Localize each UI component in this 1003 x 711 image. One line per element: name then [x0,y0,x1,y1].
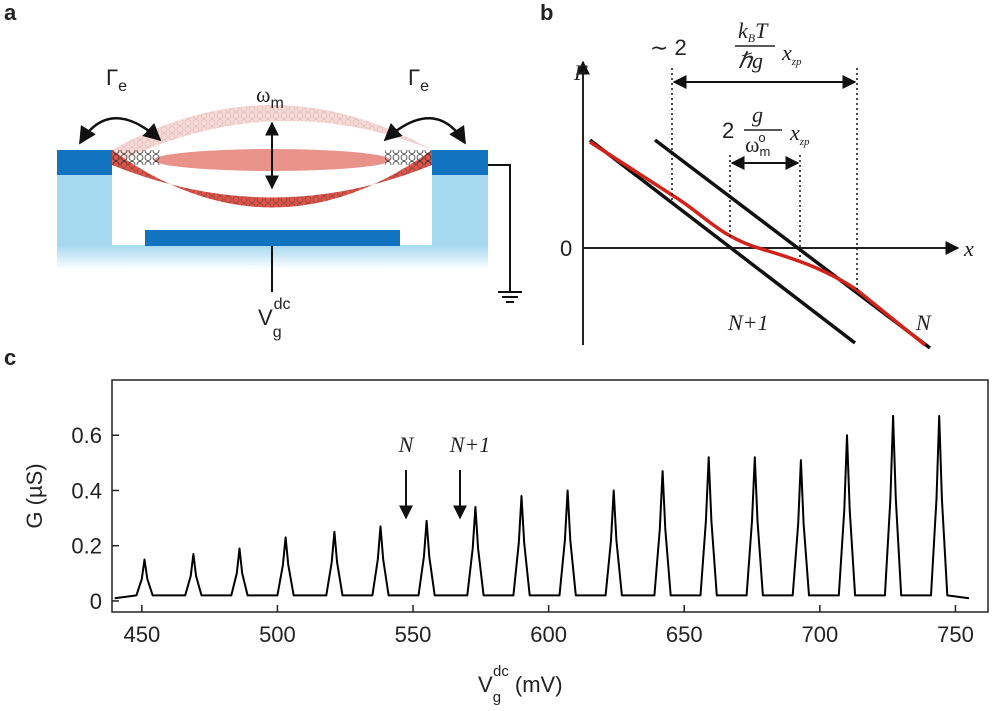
symbol: V [258,305,273,330]
symbol: Γ [106,65,118,90]
x: xzp [789,120,810,148]
superscript: o [758,130,765,145]
superscript: dc [274,296,291,313]
line-label: N [915,310,932,335]
y-tick-label: 0.6 [71,423,102,448]
panel-label: c [4,345,16,370]
prefix: ∼ 2 [650,35,687,60]
subscript: m [759,144,770,159]
gamma-label: Γe [408,65,429,95]
subscript: g [493,689,501,706]
zero-label: 0 [560,236,572,261]
gamma-label: Γe [106,65,127,95]
device-schematic [57,105,522,303]
force-diagram [576,60,960,350]
x: xzp [781,40,802,68]
x-tick-label: 500 [259,622,296,647]
subscript: g [273,324,282,341]
omega-label: ωm [256,82,284,112]
plot-frame [111,379,989,613]
denominator: ℏg [738,48,763,73]
prefix: 2 [722,118,734,143]
unit: (mV) [515,672,563,697]
panel-label: b [540,0,553,25]
y-tick-label: 0.4 [71,478,102,503]
x-tick-label: 650 [666,622,703,647]
subscript: e [420,78,429,95]
subscript: B [748,31,756,45]
x-tick-label: 450 [123,622,160,647]
subscript: zp [799,136,810,148]
x-tick-label: 700 [801,622,838,647]
x: x [789,120,800,145]
denominator: ωmo [745,130,770,159]
x-axis-label: x [963,236,974,261]
coupling-formula: 2 g ωmo xzp [722,102,810,159]
x-tick-label: 550 [395,622,432,647]
numerator: g [752,102,763,127]
numerator: kBT [738,18,769,45]
line-label: N+1 [727,310,769,335]
x-tick-label: 750 [937,622,974,647]
subscript: zp [791,56,802,68]
k: k [738,18,749,43]
superscript: dc [493,663,509,680]
symbol: V [478,672,493,697]
gate-label: Vg dc [258,296,291,341]
thermal-formula: ∼ 2 kBT ℏg xzp [650,18,802,73]
annotation: N+1 [449,432,491,457]
symbol: ω [256,82,270,107]
symbol: Γ [408,65,420,90]
y-axis-title: G (µS) [22,463,47,528]
y-tick-label: 0 [90,589,102,614]
conductance-trace [114,414,970,600]
omega: ω [745,132,759,157]
x-tick-label: 600 [530,622,567,647]
panel-label: a [4,0,17,25]
annotation: N [398,432,415,457]
x-axis-title: Vg dc (mV) [478,663,563,706]
t: T [755,18,769,43]
subscript: m [270,95,283,112]
subscript: e [118,78,127,95]
y-tick-label: 0.2 [71,534,102,559]
y-axis-label: F [573,60,588,85]
x: x [781,40,792,65]
